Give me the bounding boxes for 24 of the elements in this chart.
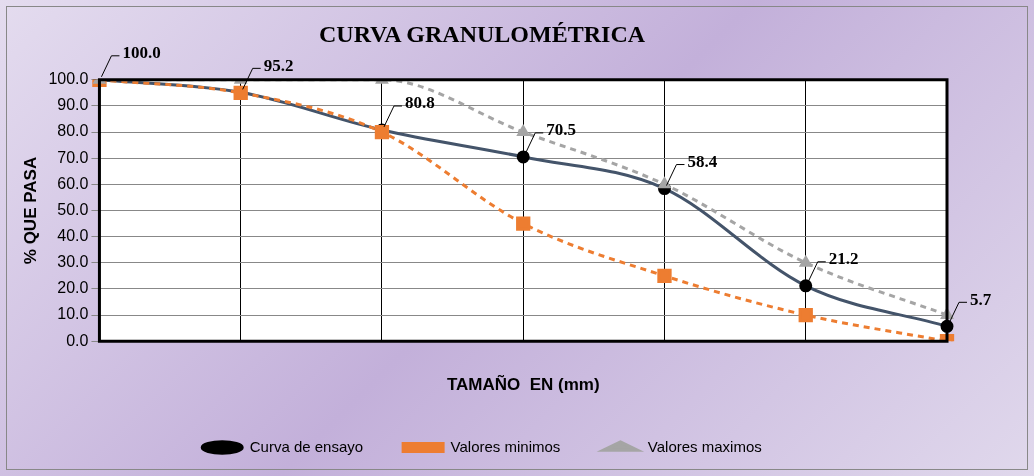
data-label: 80.8 <box>404 93 435 113</box>
data-label: 100.0 <box>122 43 161 63</box>
data-label: 5.7 <box>970 289 992 309</box>
y-tick-label: 30.0 <box>57 253 89 271</box>
x-axis-title: TAMAÑO EN (mm) <box>446 374 600 395</box>
y-tick-label: 100.0 <box>48 70 89 88</box>
y-tick-label: 40.0 <box>57 227 89 245</box>
y-tick-label: 10.0 <box>57 305 89 323</box>
y-axis-title: % QUE PASA <box>20 156 40 265</box>
y-tick-label: 50.0 <box>57 200 89 218</box>
y-tick-label: 0.0 <box>66 331 89 349</box>
legend-label: Valores minimos <box>450 437 561 455</box>
legend-label: Curva de ensayo <box>249 437 364 455</box>
y-tick-label: 80.0 <box>57 122 89 140</box>
data-label: 21.2 <box>828 249 859 269</box>
y-tick-label: 20.0 <box>57 279 89 297</box>
y-tick-label: 90.0 <box>57 96 89 114</box>
data-label: 58.4 <box>687 151 718 171</box>
chart-title: CURVA GRANULOMÉTRICA <box>318 20 646 47</box>
data-label: 70.5 <box>546 120 576 140</box>
legend-label: Valores maximos <box>647 437 762 455</box>
data-label: 95.2 <box>263 55 294 75</box>
y-tick-label: 70.0 <box>57 148 89 166</box>
y-tick-label: 60.0 <box>57 174 89 192</box>
